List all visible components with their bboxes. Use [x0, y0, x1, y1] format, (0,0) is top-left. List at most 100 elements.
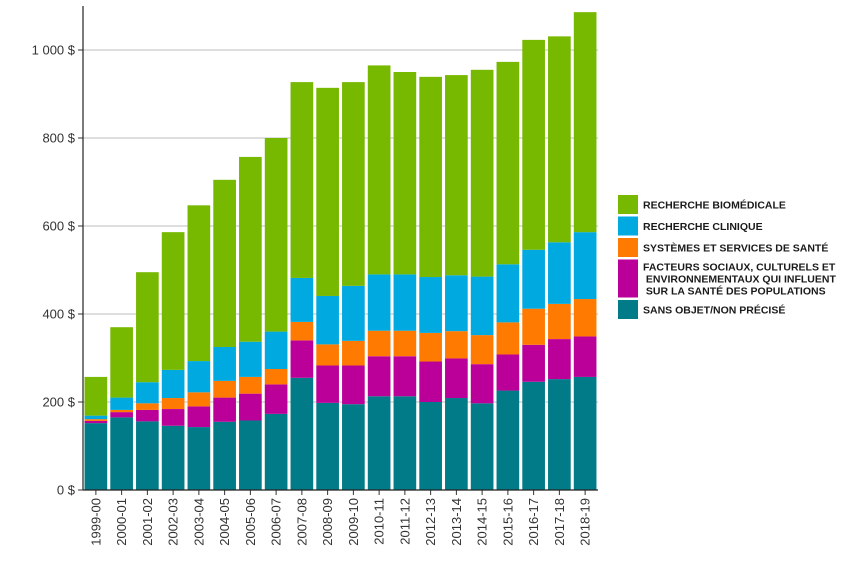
bar-segment [522, 249, 545, 309]
x-tick-label: 2000-01 [114, 498, 129, 546]
bar-segment [367, 65, 391, 275]
bar-segment [213, 397, 236, 422]
bar-segment [84, 376, 108, 416]
x-tick-label: 2012-13 [423, 498, 438, 546]
bar-segment [496, 264, 520, 323]
bar-segment [548, 339, 571, 380]
bar-segment [419, 76, 442, 278]
bar-segment [419, 361, 442, 402]
bar-segment [393, 330, 417, 357]
x-tick-label: 2001-02 [140, 498, 155, 546]
legend-label-line: ENVIRONNEMENTAUX QUI INFLUENT [643, 274, 836, 286]
bar-segment [161, 369, 185, 399]
legend-label-line: RECHERCHE CLINIQUE [643, 221, 763, 233]
bar-segment [419, 332, 442, 362]
bar-segment [367, 356, 391, 397]
bar-segment [548, 379, 571, 490]
bar-segment [445, 358, 468, 399]
bar-segment [445, 75, 468, 276]
bar-segment [470, 403, 494, 490]
legend-swatch [618, 259, 638, 298]
bar-segment [239, 341, 262, 377]
bar-segment [136, 272, 159, 383]
legend-label-line: SUR LA SANTÉ DES POPULATIONS [643, 285, 826, 298]
bar-segment [548, 242, 571, 304]
bar-segment [239, 376, 262, 394]
bar-segment [470, 276, 494, 336]
x-tick-label: 2007-08 [294, 498, 309, 546]
bar-segment [84, 423, 108, 490]
x-tick-label: 2005-06 [243, 498, 258, 546]
bar-segment [110, 327, 133, 398]
bar-segment [316, 295, 339, 345]
bar-segment [213, 380, 236, 398]
bar-segment [522, 308, 545, 345]
bar-segment [290, 82, 314, 278]
x-tick-label: 2010-11 [372, 498, 387, 545]
bar-segment [110, 409, 133, 413]
bar-segment [213, 347, 236, 381]
x-tick-label: 2002-03 [166, 498, 181, 546]
legend-label-line: FACTEURS SOCIAUX, CULTURELS ET [643, 262, 836, 274]
bar-segment [367, 274, 391, 331]
x-tick-label: 2016-17 [526, 498, 541, 546]
bar-segment [548, 36, 571, 243]
legend-label: FACTEURS SOCIAUX, CULTURELS ET ENVIRONNE… [643, 262, 836, 298]
x-tick-label: 1999-00 [88, 498, 103, 546]
bar-segment [522, 381, 545, 490]
bar-segment [110, 412, 133, 418]
bar-segment [161, 425, 185, 490]
x-axis-tick-labels: 1999-00 2000-01 2001-02 2002-03 2003-04 2004-… [88, 498, 592, 546]
legend-label: SANS OBJET/NON PRÉCISÉ [643, 304, 785, 317]
y-axis-tick-labels: 0 $ 200 $ 400 $ 600 $ 800 $ 1 000 $ [32, 43, 76, 498]
bar-segment [316, 402, 339, 490]
legend-label-line: RECHERCHE BIOMÉDICALE [643, 199, 786, 212]
y-tick-label: 800 $ [42, 131, 75, 146]
bar-segment [393, 274, 417, 331]
bar-segment [239, 420, 262, 490]
x-tick-label: 2017-18 [552, 498, 567, 546]
legend-swatch [618, 195, 638, 214]
bar-segment [213, 421, 236, 490]
bar-segment [161, 409, 185, 426]
legend-label: SYSTÈMES ET SERVICES DE SANTÉ [643, 242, 828, 255]
bar-segment [496, 354, 520, 391]
bar-segment [136, 403, 159, 410]
bar-segment [419, 402, 442, 490]
bars [84, 12, 597, 490]
y-tick-label: 0 $ [57, 483, 76, 498]
bar-segment [187, 392, 211, 407]
x-tick-label: 2018-19 [578, 498, 593, 546]
legend-label-line: SANS OBJET/NON PRÉCISÉ [643, 304, 785, 317]
legend-label: RECHERCHE CLINIQUE [643, 221, 763, 233]
x-tick-label: 2011-12 [397, 498, 412, 545]
x-tick-label: 2013-14 [449, 498, 464, 546]
bar-segment [573, 376, 597, 490]
x-tick-label: 2008-09 [320, 498, 335, 546]
x-tick-label: 2003-04 [191, 498, 206, 546]
bar-segment [342, 365, 365, 405]
bar-segment [573, 232, 597, 300]
axes [78, 6, 598, 495]
bar-segment [548, 303, 571, 340]
bar-segment [342, 285, 365, 341]
bar-segment [187, 361, 211, 393]
legend-swatch [618, 216, 638, 236]
bar-segment [496, 322, 520, 355]
legend-swatch [618, 300, 638, 319]
bar-segment [470, 69, 494, 277]
x-tick-label: 2009-10 [346, 498, 361, 546]
bar-segment [136, 409, 159, 422]
bar-segment [264, 138, 288, 332]
bar-segment [110, 417, 133, 490]
bar-segment [84, 420, 108, 424]
bar-segment [290, 321, 314, 341]
bar-segment [573, 336, 597, 377]
bar-segment [445, 331, 468, 359]
bar-segment [573, 299, 597, 337]
bar-segment [136, 382, 159, 404]
bar-segment [316, 87, 339, 296]
bar-segment [445, 275, 468, 332]
y-tick-label: 600 $ [42, 219, 75, 234]
